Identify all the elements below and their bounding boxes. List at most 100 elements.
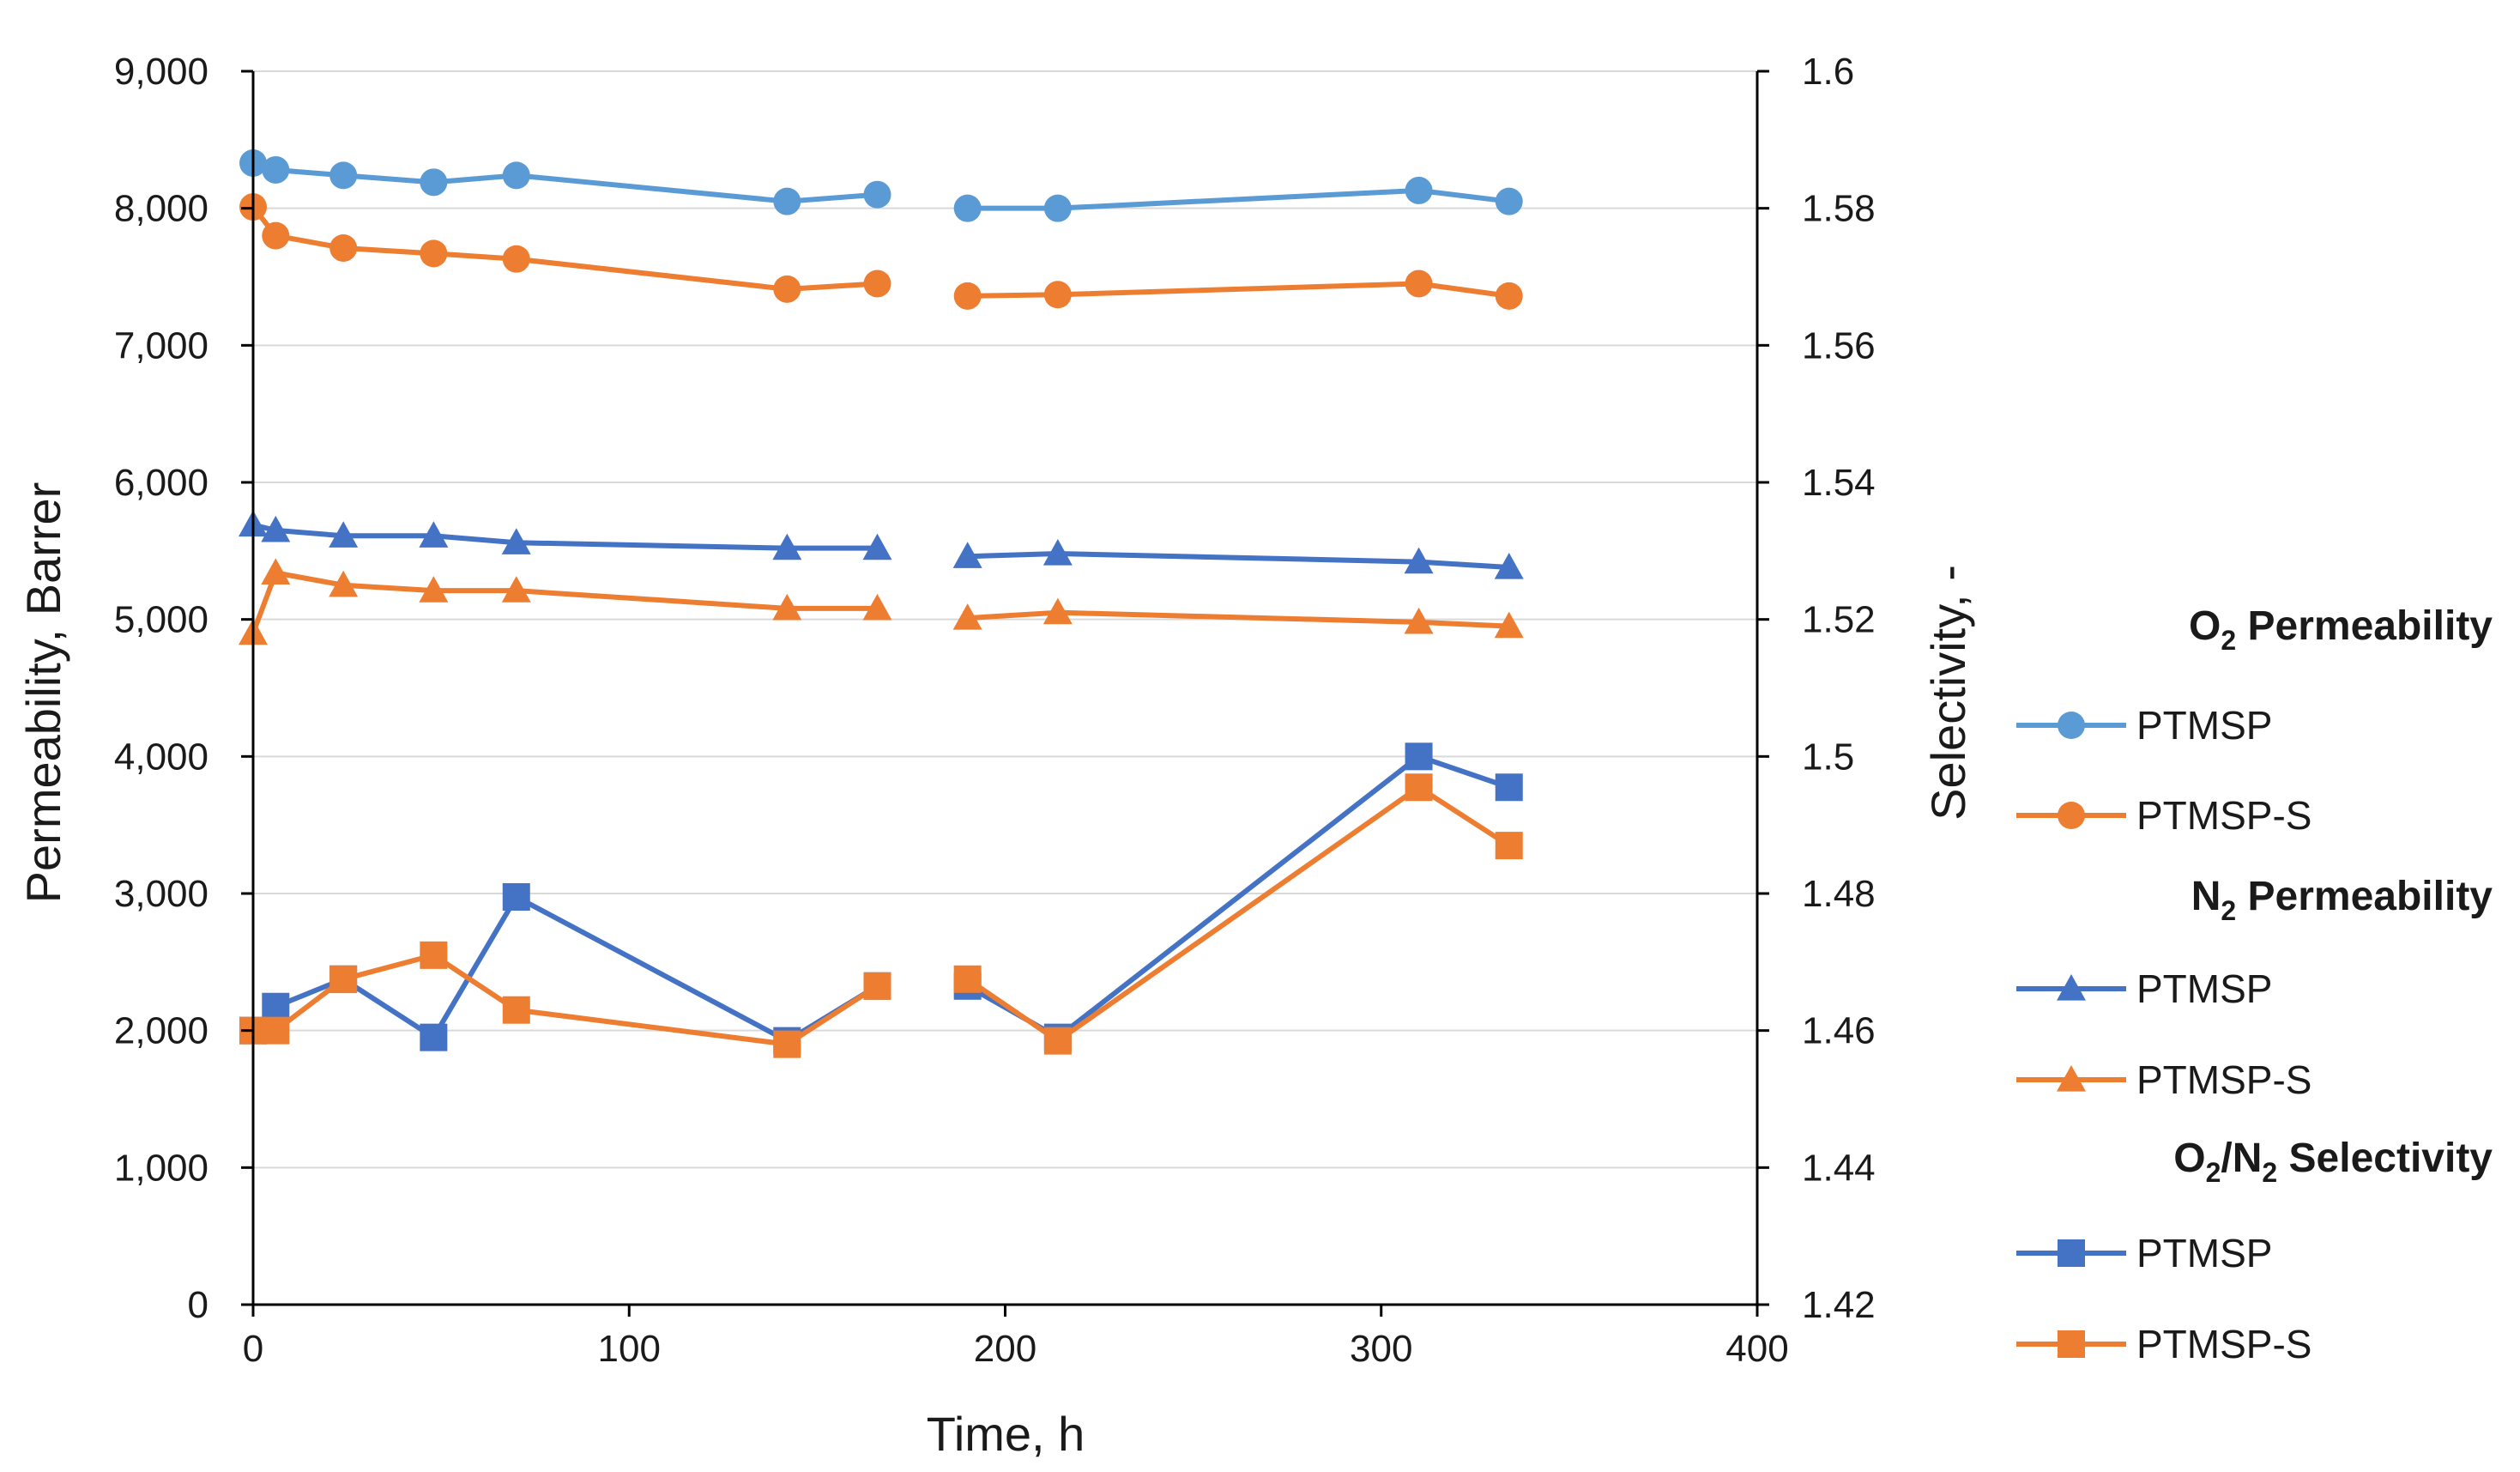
data-point bbox=[863, 972, 891, 1000]
data-point bbox=[1404, 547, 1434, 574]
left-y-tick-label: 4,000 bbox=[114, 736, 208, 778]
data-point bbox=[502, 245, 530, 273]
data-point bbox=[772, 593, 802, 621]
legend-entry-label: PTMSP-S bbox=[2136, 793, 2312, 838]
data-point bbox=[953, 194, 982, 222]
left-y-tick-label: 3,000 bbox=[114, 873, 208, 915]
legend-group-title: O2/N2 Selectivity bbox=[2173, 1136, 2493, 1188]
legend-group-title: N2 Permeability bbox=[2191, 874, 2493, 926]
data-point bbox=[420, 168, 448, 197]
data-point bbox=[261, 558, 291, 585]
left-y-tick-label: 1,000 bbox=[114, 1147, 208, 1189]
data-point bbox=[1405, 773, 1433, 802]
legend-title-subscript: 2 bbox=[2262, 1157, 2277, 1188]
right-y-tick-labels: 1.42 1.44 1.46 1.48 1.5 1.52 1.54 1.56 1.58 1.6 bbox=[1802, 51, 1876, 1326]
data-point bbox=[262, 221, 290, 250]
right-y-tick-label: 1.5 bbox=[1802, 736, 1854, 778]
left-y-tick-labels: 0 1,000 2,000 3,000 4,000 5,000 6,000 7,000 8,00… bbox=[114, 51, 208, 1326]
legend-marker bbox=[2058, 1330, 2085, 1358]
series-n2-permeability-ptmsp-s bbox=[239, 558, 1524, 645]
legend-entry-label: PTMSP bbox=[2136, 966, 2272, 1011]
data-point bbox=[1405, 270, 1433, 298]
series-line bbox=[967, 551, 1509, 570]
legend-marker bbox=[2057, 974, 2086, 1001]
x-axis-title: Time, h bbox=[927, 1407, 1085, 1461]
legend: O2 Permeability PTMSP PTMSP-S N2 Permeabili… bbox=[2016, 603, 2493, 1366]
data-point bbox=[1042, 597, 1073, 625]
right-y-tick-label: 1.54 bbox=[1802, 462, 1876, 504]
data-point bbox=[773, 1030, 801, 1058]
data-point bbox=[772, 533, 802, 560]
series-o2-permeability-ptmsp-s bbox=[239, 193, 1523, 310]
x-tick-label: 300 bbox=[1350, 1328, 1412, 1370]
data-point bbox=[863, 270, 891, 298]
data-point bbox=[262, 1016, 290, 1045]
data-point bbox=[1495, 187, 1523, 215]
legend-title-part: O bbox=[2173, 1136, 2205, 1181]
legend-group-title: O2 Permeability bbox=[2189, 603, 2493, 656]
left-y-tick-label: 6,000 bbox=[114, 462, 208, 504]
x-tick-label: 400 bbox=[1725, 1328, 1788, 1370]
data-point bbox=[420, 1023, 448, 1051]
left-y-tick-label: 8,000 bbox=[114, 188, 208, 230]
right-y-axis-title: Selectivity, - bbox=[1921, 565, 1975, 821]
x-tick-label: 200 bbox=[974, 1328, 1036, 1370]
data-point bbox=[1494, 611, 1524, 639]
legend-title-subscript: 2 bbox=[2206, 1157, 2221, 1188]
left-y-axis-title: Permeability, Barrer bbox=[16, 482, 70, 904]
data-point bbox=[953, 965, 982, 993]
series-line bbox=[965, 784, 1511, 1044]
x-tick-labels: 0 100 200 300 400 bbox=[243, 1328, 1789, 1370]
data-point bbox=[420, 239, 448, 268]
data-point bbox=[1043, 281, 1072, 309]
legend-marker bbox=[2058, 802, 2085, 829]
left-y-tick-label: 0 bbox=[188, 1284, 208, 1326]
right-y-tick-label: 1.6 bbox=[1802, 51, 1854, 93]
data-point bbox=[1405, 742, 1433, 771]
data-point bbox=[329, 570, 359, 597]
data-point bbox=[952, 603, 982, 630]
series-line bbox=[967, 281, 1510, 299]
legend-title-part: O bbox=[2189, 603, 2221, 649]
right-y-tick-label: 1.56 bbox=[1802, 324, 1876, 366]
data-point bbox=[261, 515, 291, 542]
left-y-tick-label: 9,000 bbox=[114, 51, 208, 93]
right-y-tick-label: 1.58 bbox=[1802, 188, 1876, 230]
series-line bbox=[967, 187, 1510, 211]
legend-entry-label: PTMSP bbox=[2136, 703, 2272, 748]
data-point bbox=[502, 882, 530, 911]
series-layer bbox=[239, 148, 1524, 1058]
legend-entry-label: PTMSP-S bbox=[2136, 1057, 2312, 1102]
data-point bbox=[262, 992, 290, 1021]
series-n2-permeability-ptmsp bbox=[239, 510, 1524, 579]
legend-entry-label: PTMSP-S bbox=[2136, 1322, 2312, 1366]
data-point bbox=[1495, 282, 1523, 310]
legend-title-subscript: 2 bbox=[2221, 625, 2236, 656]
data-point bbox=[953, 282, 982, 310]
data-point bbox=[502, 161, 530, 190]
data-point bbox=[1405, 176, 1433, 204]
legend-marker bbox=[2058, 712, 2085, 739]
data-point bbox=[329, 161, 358, 190]
data-point bbox=[1404, 607, 1434, 634]
legend-marker bbox=[2058, 1239, 2085, 1267]
data-point bbox=[773, 187, 801, 215]
legend-title-part: Selectivity bbox=[2277, 1136, 2493, 1181]
x-tick-label: 0 bbox=[243, 1328, 263, 1370]
right-y-tick-label: 1.52 bbox=[1802, 599, 1876, 641]
data-point bbox=[952, 542, 982, 568]
right-y-tick-label: 1.44 bbox=[1802, 1147, 1876, 1189]
data-point bbox=[329, 521, 359, 548]
right-y-tick-label: 1.48 bbox=[1802, 873, 1876, 915]
data-point bbox=[862, 593, 892, 621]
data-point bbox=[501, 528, 531, 554]
right-y-tick-label: 1.46 bbox=[1802, 1010, 1876, 1052]
series-o2-n2-selectivity-ptmsp bbox=[239, 742, 1523, 1055]
data-point bbox=[329, 965, 358, 993]
legend-title-subscript: 2 bbox=[2221, 895, 2236, 926]
left-y-tick-label: 7,000 bbox=[114, 324, 208, 366]
legend-marker bbox=[2057, 1065, 2086, 1092]
legend-entry-label: PTMSP bbox=[2136, 1231, 2272, 1275]
series-line bbox=[967, 609, 1509, 629]
